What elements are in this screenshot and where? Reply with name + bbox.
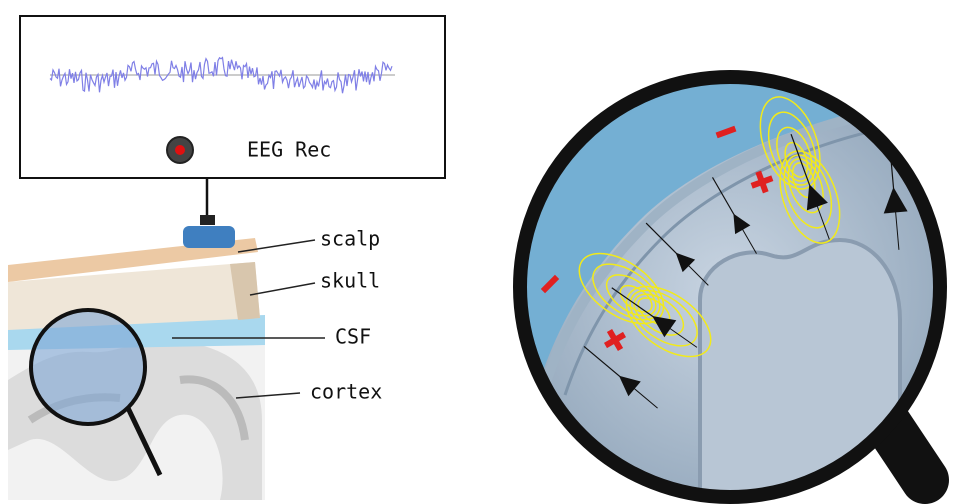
layer-label: scalp (320, 227, 380, 251)
layer-label: skull (320, 269, 380, 293)
recorder-box (20, 16, 445, 178)
record-dot (175, 145, 185, 155)
layer-label: cortex (310, 380, 382, 404)
leader (250, 283, 315, 295)
white-matter (700, 240, 900, 500)
electrode (183, 226, 235, 248)
recorder-label: EEG Rec (247, 138, 331, 162)
layer-label: CSF (335, 325, 371, 349)
electrode-cap (200, 215, 215, 225)
diagram: EEG Rec scalp skull CSF cortex (0, 0, 960, 504)
